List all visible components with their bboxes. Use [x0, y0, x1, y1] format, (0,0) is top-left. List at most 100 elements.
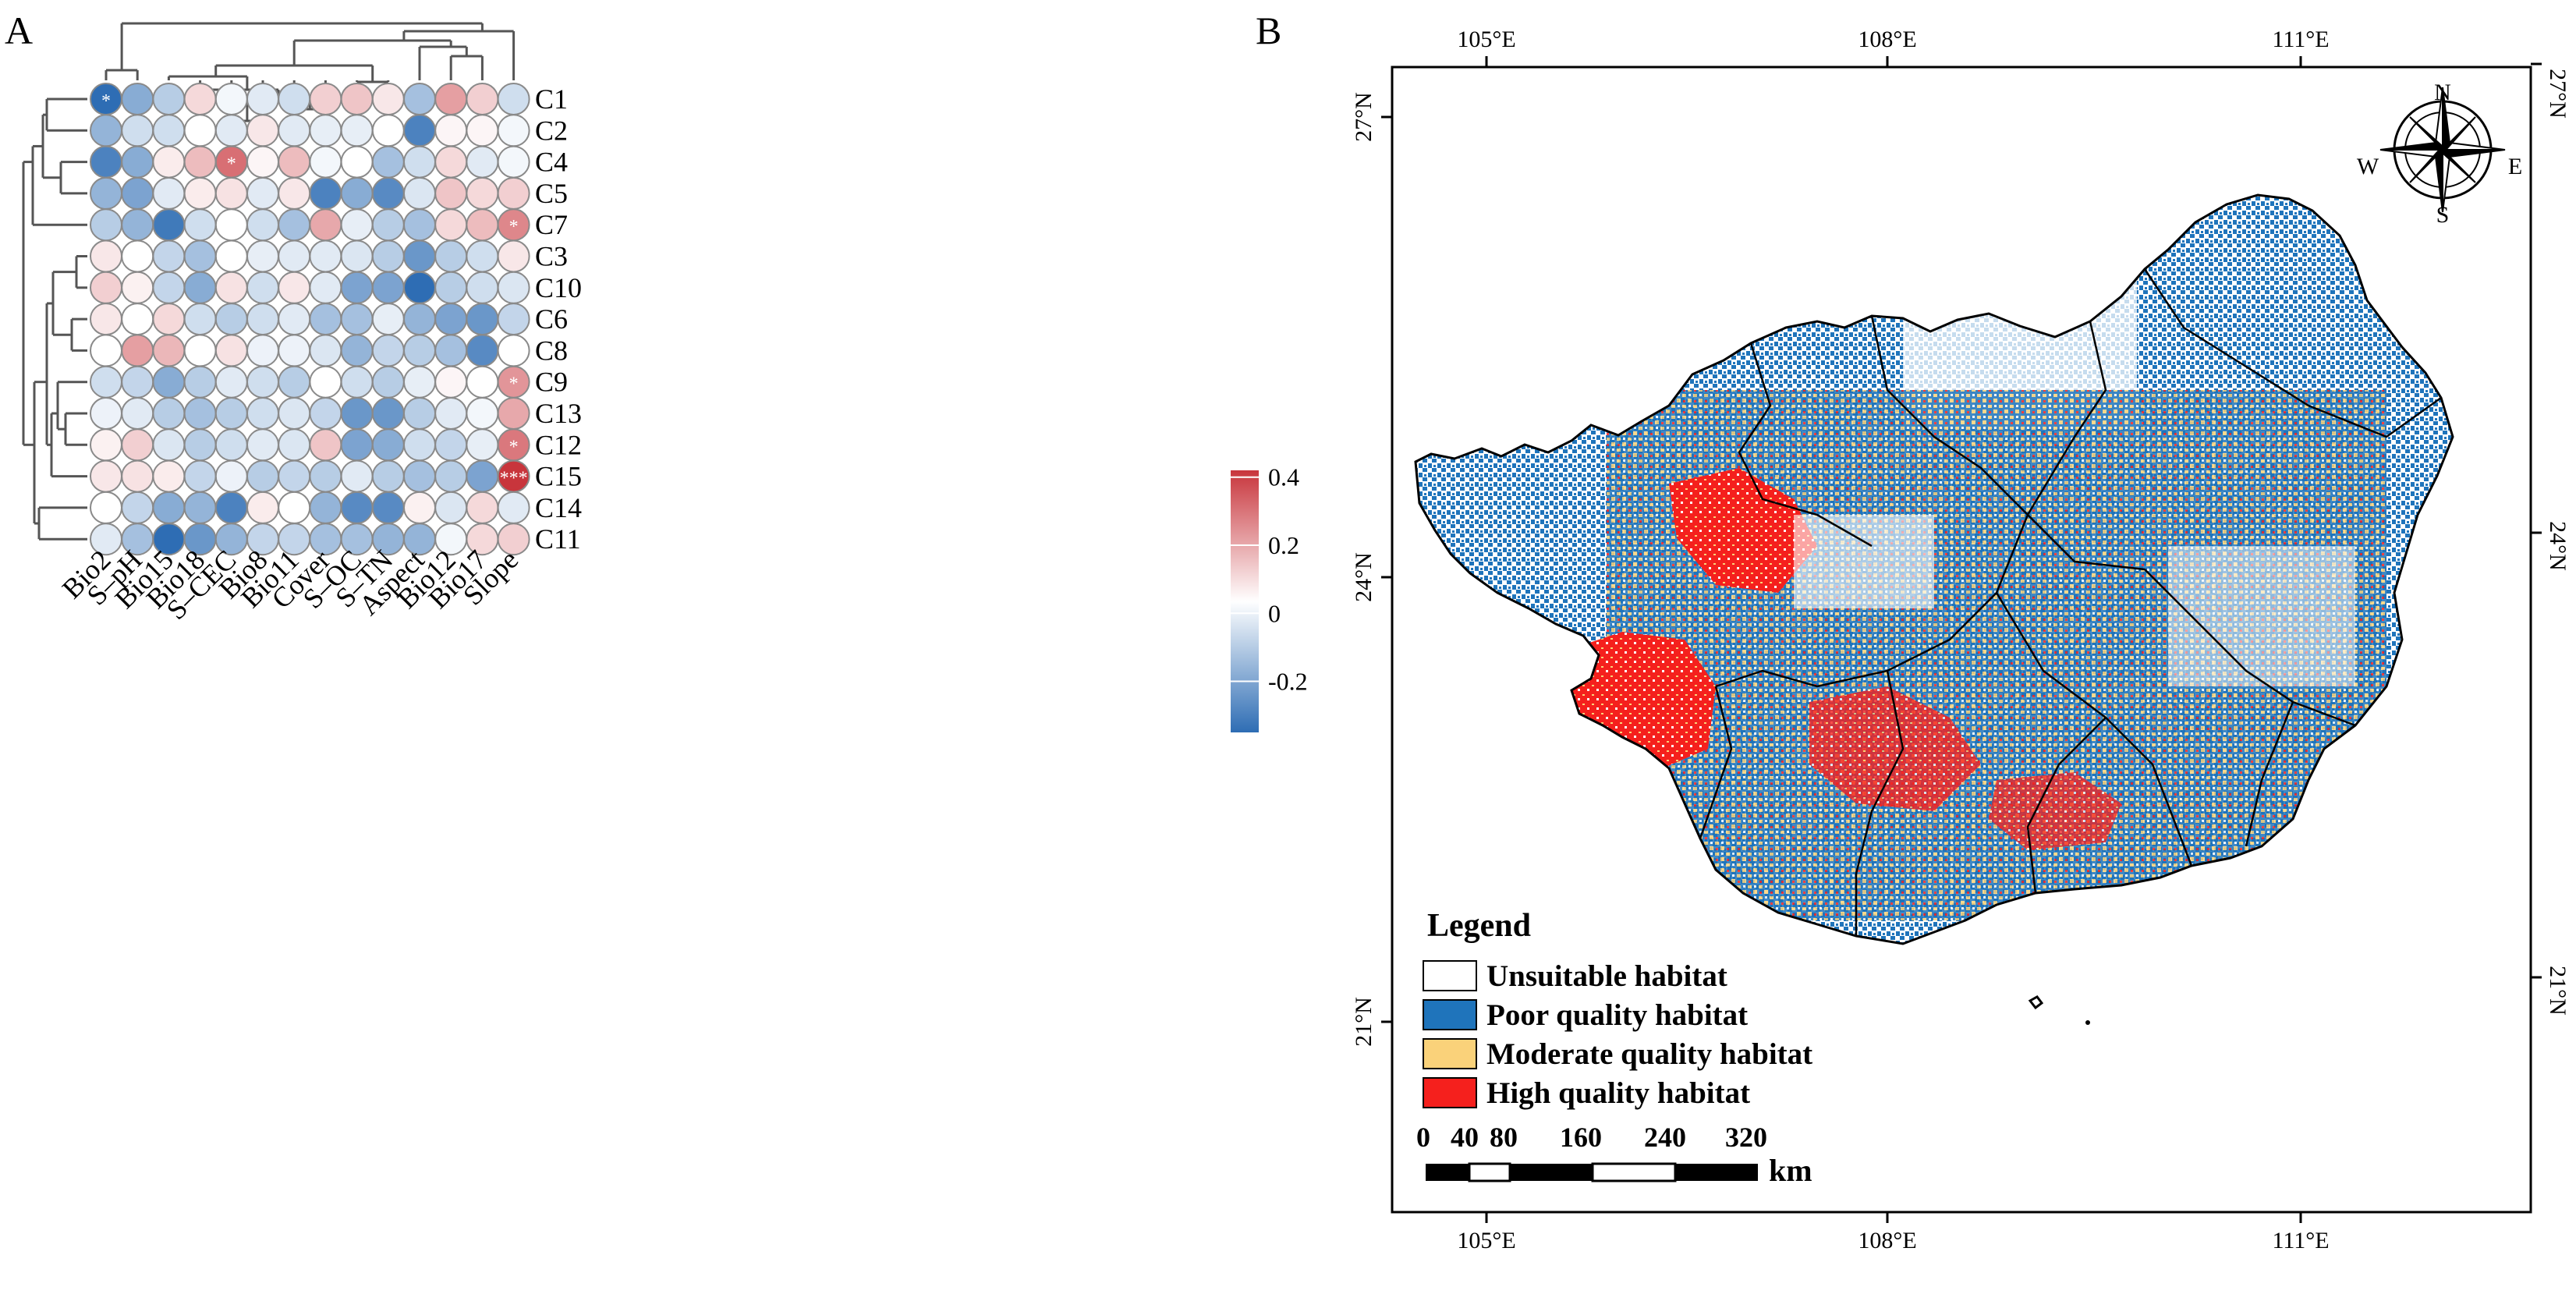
top-lon-105: 105°E — [1457, 27, 1515, 52]
left-lat-21: 21°N — [1351, 997, 1377, 1047]
colorbar-tick-label: 0 — [1268, 599, 1281, 627]
heatmap-cell-C13-Aspect — [403, 397, 436, 430]
row-label-C14: C14 — [535, 492, 582, 523]
heatmap-cell-C12-Bio18 — [183, 428, 217, 462]
heatmap-cell-C6-Bio2 — [90, 303, 122, 336]
heatmap-cell-C6-Bio17 — [466, 303, 499, 336]
row-label-C4: C4 — [535, 147, 568, 178]
heatmap-cell-C7-Bio2 — [90, 208, 122, 242]
heatmap-cell-C1-S–OC — [340, 83, 374, 115]
heatmap-cell-C4-Slope — [497, 145, 530, 179]
bottom-longitude-axis: 105°E 108°E 111°E — [1457, 1212, 2330, 1253]
heatmap-cell-C3-S–TN — [371, 239, 405, 273]
heatmap-cell-C10-S–TN — [371, 271, 405, 304]
heatmap-cell-C5-Bio2 — [90, 176, 122, 210]
right-lat-27: 27°N — [2545, 69, 2571, 119]
heatmap-cell-C15-Aspect — [403, 459, 436, 493]
heatmap-cell-C12-S–pH — [121, 428, 154, 462]
scale-label-240: 240 — [1644, 1122, 1686, 1153]
row-dendrogram — [22, 97, 87, 541]
heatmap-cell-C15-Cover — [309, 459, 342, 493]
heatmap-cell-C6-Aspect — [403, 303, 436, 336]
heatmap-cell-C10-Bio18 — [183, 271, 217, 304]
heatmap-cell-C8-Cover — [309, 334, 342, 367]
heatmap-cell-C15-Bio17 — [466, 459, 499, 493]
heatmap-cell-C10-S–pH — [121, 271, 154, 304]
heatmap-cell-C15-Bio8 — [246, 459, 279, 493]
row-label-C3: C3 — [535, 241, 568, 272]
legend-title: Legend — [1427, 908, 1531, 944]
heatmap-cells: ******** — [90, 83, 530, 556]
legend-item-moderate: Moderate quality habitat — [1423, 1037, 1812, 1071]
compass-rose: N S E W — [2357, 80, 2522, 228]
heatmap-cell-C10-Bio11 — [278, 271, 311, 304]
heatmap-cell-C1-Slope — [497, 83, 530, 115]
heatmap-cell-C5-Bio18 — [183, 176, 217, 210]
heatmap-cell-C13-S–CEC — [214, 397, 248, 430]
heatmap-cell-C10-Bio2 — [90, 271, 122, 304]
heatmap-cell-C5-Bio15 — [152, 176, 186, 210]
right-lat-21: 21°N — [2545, 966, 2571, 1016]
heatmap-cell-C14-Bio15 — [152, 491, 186, 524]
heatmap-cell-C1-Cover — [309, 83, 342, 115]
heatmap-cell-C4-S–TN — [371, 145, 405, 179]
heatmap-cell-C15-Bio15 — [152, 459, 186, 493]
colorbar: 0.4 0.2 0 -0.2 — [1231, 463, 1308, 732]
heatmap-cell-C2-Bio2 — [90, 114, 122, 147]
scale-seg-4 — [1591, 1162, 1677, 1182]
heatmap-cell-C2-Bio12 — [434, 114, 468, 147]
heatmap-cell-C6-Bio11 — [278, 303, 311, 336]
heatmap-cell-C4-S–OC — [340, 145, 374, 179]
heatmap-cell-C9-Bio18 — [183, 365, 217, 399]
heatmap-cell-C4-Bio18 — [183, 145, 217, 179]
heatmap-cell-C12-Bio12 — [434, 428, 468, 462]
scale-label-80: 80 — [1490, 1122, 1518, 1153]
row-label-C15: C15 — [535, 461, 582, 492]
heatmap-cell-C10-Aspect — [403, 271, 436, 304]
heatmap-cell-C3-Cover — [309, 239, 342, 273]
heatmap-cell-C4-S–pH — [121, 145, 154, 179]
heatmap-cell-C13-Cover — [309, 397, 342, 430]
left-latitude-axis: 27°N 24°N 21°N — [1351, 92, 1392, 1047]
city-boundaries — [1699, 268, 2442, 936]
heatmap-cell-C12-Bio2 — [90, 428, 122, 462]
heatmap-cell-C5-Aspect — [403, 176, 436, 210]
heatmap-cell-C2-S–pH — [121, 114, 154, 147]
heatmap-cell-C9-Bio15 — [152, 365, 186, 399]
heatmap-cell-C8-S–CEC — [214, 334, 248, 367]
scale-unit: km — [1769, 1153, 1812, 1188]
heatmap-cell-C8-S–OC — [340, 334, 374, 367]
heatmap-cell-C4-Bio11 — [278, 145, 311, 179]
heatmap-cell-C12-S–OC — [340, 428, 374, 462]
heatmap-cell-C7-Bio11 — [278, 208, 311, 242]
heatmap-cell-C7-S–OC — [340, 208, 374, 242]
heatmap-cell-C6-Bio15 — [152, 303, 186, 336]
heatmap-cell-C1-Bio17 — [466, 83, 499, 115]
heatmap-cell-C12-Bio15 — [152, 428, 186, 462]
heatmap-cell-C3-S–CEC — [214, 239, 248, 273]
heatmap-cell-C7-Cover — [309, 208, 342, 242]
heatmap-cell-C2-Bio15 — [152, 114, 186, 147]
heatmap-cell-C6-Slope — [497, 303, 530, 336]
heatmap-cell-C10-S–OC — [340, 271, 374, 304]
heatmap-cell-C13-Bio15 — [152, 397, 186, 430]
heatmap-cell-C10-Bio8 — [246, 271, 279, 304]
heatmap-cell-C10-Bio17 — [466, 271, 499, 304]
heatmap-cell-C1-Bio12 — [434, 83, 468, 115]
heatmap-cell-C2-Slope — [497, 114, 530, 147]
heatmap-cell-C1-S–pH — [121, 83, 154, 115]
heatmap-cell-C12-S–TN — [371, 428, 405, 462]
heatmap-cell-C9-S–CEC — [214, 365, 248, 399]
significance-mark: * — [509, 437, 519, 457]
heatmap-cell-C9-S–pH — [121, 365, 154, 399]
heatmap-cell-C5-Bio11 — [278, 176, 311, 210]
heatmap-cell-C8-Aspect — [403, 334, 436, 367]
heatmap-cell-C12-Bio17 — [466, 428, 499, 462]
significance-mark: * — [509, 217, 519, 237]
heatmap-cell-C15-Bio12 — [434, 459, 468, 493]
heatmap-cell-C4-Bio15 — [152, 145, 186, 179]
habitat-unsuitable-center — [1794, 515, 1934, 608]
heatmap-cell-C10-Bio12 — [434, 271, 468, 304]
heatmap-cell-C8-Bio12 — [434, 334, 468, 367]
heatmap-cell-C13-S–pH — [121, 397, 154, 430]
